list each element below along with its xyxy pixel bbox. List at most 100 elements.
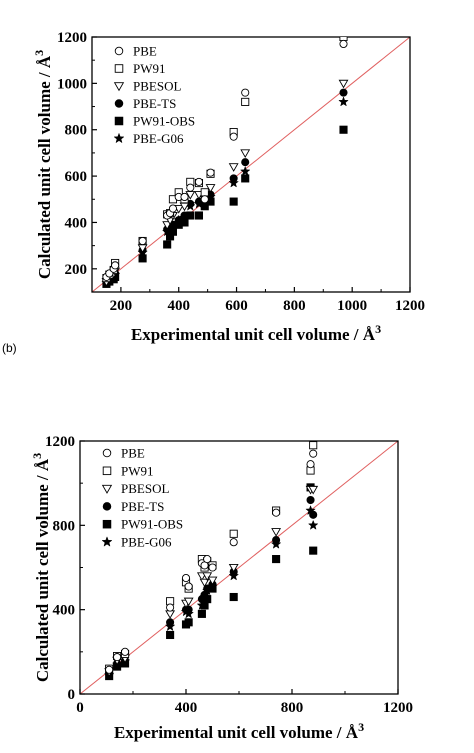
data-point <box>200 188 209 197</box>
data-point <box>229 592 238 602</box>
legend-marker <box>113 132 125 144</box>
legend-marker <box>101 536 113 547</box>
data-point <box>166 618 175 627</box>
data-point <box>309 449 318 458</box>
data-point <box>229 529 238 538</box>
legend-label: PBE-TS <box>121 499 164 514</box>
x-tick-label: 0 <box>76 700 84 716</box>
data-point <box>271 528 282 537</box>
legend-marker <box>102 519 112 529</box>
data-point <box>121 647 130 656</box>
data-point <box>272 555 281 564</box>
data-points <box>101 37 349 288</box>
data-points <box>103 441 319 681</box>
legend-marker <box>114 116 124 126</box>
data-point <box>229 538 238 547</box>
data-point <box>339 125 348 134</box>
legend-label: PBESOL <box>133 79 181 94</box>
data-point <box>339 88 348 97</box>
y-tick-label: 600 <box>65 169 88 185</box>
legend-label: PW91 <box>121 463 154 478</box>
legend-label: PW91-OBS <box>133 114 195 129</box>
x-axis-title: Experimental unit cell volume / Å3 <box>131 322 381 344</box>
legend-label: PW91-OBS <box>121 517 183 532</box>
data-point <box>199 578 210 588</box>
data-point <box>309 546 318 555</box>
data-point <box>228 563 239 573</box>
data-point <box>203 555 212 564</box>
data-point <box>163 240 172 249</box>
data-point <box>180 192 189 202</box>
data-point <box>272 536 281 545</box>
legend: PBE PW91 PBESOL PBE-TS PW91-OBS PBE-G06 <box>113 44 195 146</box>
data-point <box>194 177 204 186</box>
data-point <box>180 211 189 220</box>
data-point <box>228 163 239 172</box>
data-point <box>229 132 238 141</box>
y-tick-label: 1200 <box>57 30 87 46</box>
legend-label: PBE-G06 <box>121 535 172 550</box>
x-axis-title: Experimental unit cell volume / Å3 <box>114 720 364 742</box>
data-point <box>306 460 315 469</box>
x-tick-label: 800 <box>283 298 306 314</box>
data-point <box>339 37 348 42</box>
data-point <box>202 572 213 581</box>
data-point <box>241 88 250 97</box>
data-point <box>241 97 250 106</box>
legend: PBE PW91 PBESOL PBE-TS PW91-OBS PBE-G06 <box>101 446 183 550</box>
data-point <box>241 158 250 167</box>
data-point <box>181 573 191 583</box>
data-point <box>308 485 319 495</box>
data-point <box>113 653 122 662</box>
y-tick-label: 800 <box>53 518 76 534</box>
y-tick-label: 1200 <box>45 434 75 450</box>
x-tick-label: 800 <box>281 700 304 716</box>
data-point <box>307 519 319 530</box>
panel-label: (b) <box>2 341 17 355</box>
legend-marker <box>113 82 125 92</box>
data-point <box>272 508 281 517</box>
data-point <box>241 174 250 183</box>
data-point <box>240 149 251 158</box>
data-point <box>196 599 208 610</box>
data-point <box>229 174 238 183</box>
legend-marker <box>114 46 124 56</box>
data-point <box>205 184 216 193</box>
chart-bottom: 0 400 800 1200 0 400 800 1200 PBE PW91 PBESOL PBE-T… <box>30 434 413 742</box>
y-tick-label: 0 <box>68 687 76 703</box>
data-point <box>338 79 349 89</box>
chart-top: 200 400 600 800 1000 1200 200 400 600 800 1000 1200… <box>32 30 425 344</box>
data-point <box>206 168 215 177</box>
data-point <box>200 195 209 204</box>
data-point <box>184 582 193 591</box>
data-point <box>111 261 120 270</box>
x-tick-label: 1200 <box>395 298 425 314</box>
legend-label: PBE <box>121 446 145 461</box>
x-tick-label: 1000 <box>337 298 367 314</box>
y-tick-label: 400 <box>53 603 76 619</box>
data-point <box>174 216 183 225</box>
legend-marker <box>102 466 112 476</box>
plot-frame <box>91 36 411 293</box>
data-point <box>239 165 251 176</box>
data-point <box>168 204 177 213</box>
x-tick-label: 200 <box>110 298 133 314</box>
data-point <box>338 96 349 107</box>
x-tick-label: 600 <box>225 298 248 314</box>
y-tick-label: 200 <box>65 262 88 278</box>
data-point <box>194 211 204 220</box>
data-point <box>229 197 238 206</box>
data-point <box>203 584 212 593</box>
data-point <box>339 39 348 49</box>
data-point <box>228 177 239 188</box>
legend-marker <box>102 502 112 511</box>
x-tick-label: 400 <box>175 700 198 716</box>
data-point <box>208 563 217 572</box>
reference-line <box>80 441 398 694</box>
legend-label: PBESOL <box>121 481 169 496</box>
y-axis-title: Calculated unit cell volume / Å3 <box>30 453 52 682</box>
data-point <box>184 618 193 627</box>
y-tick-label: 800 <box>65 123 88 139</box>
legend-marker <box>102 448 112 458</box>
